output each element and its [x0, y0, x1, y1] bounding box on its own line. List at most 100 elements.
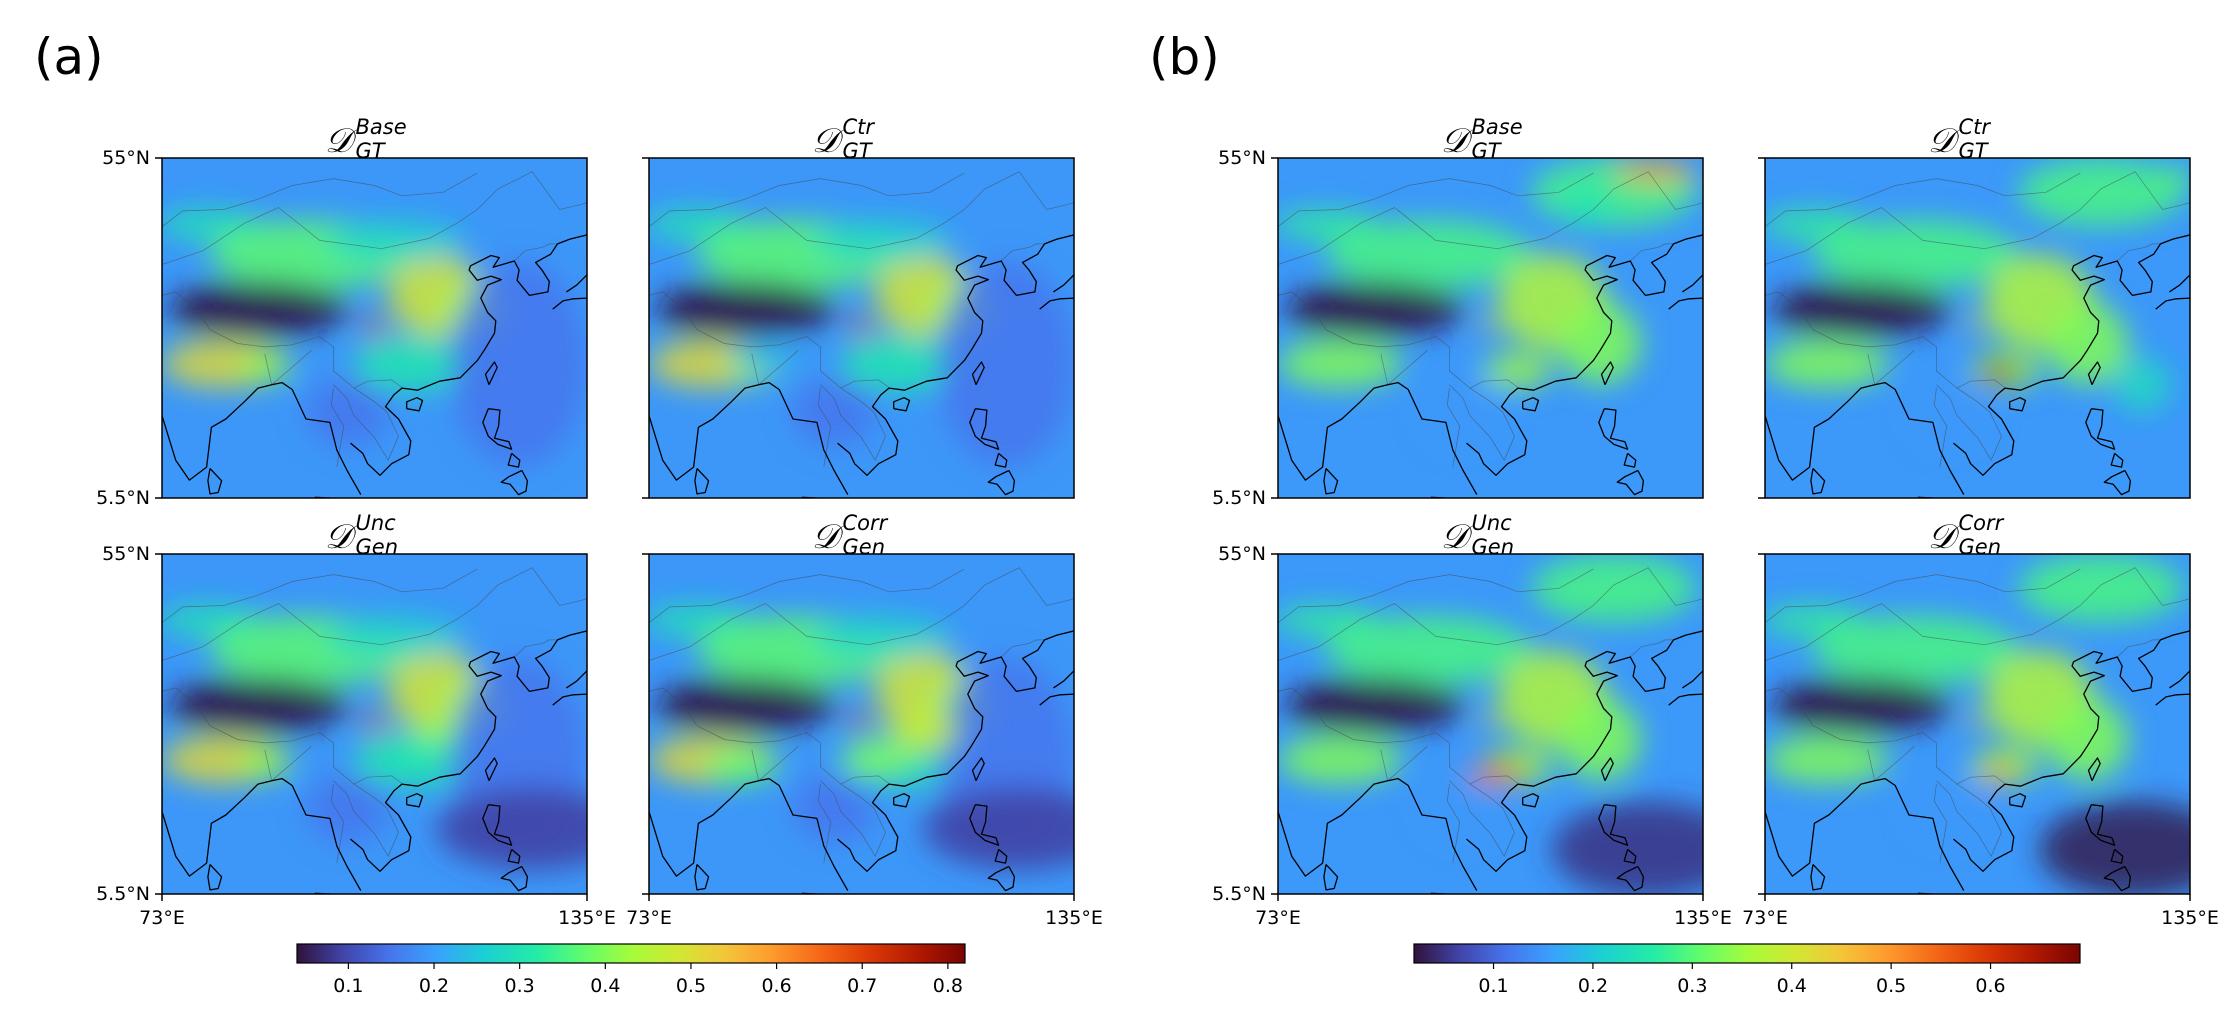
country-border — [1278, 687, 1519, 785]
colorbar: 0.1 0.2 0.3 0.4 0.5 0.6 — [1413, 943, 2081, 997]
coastline — [1682, 274, 1703, 293]
map-frame — [648, 157, 1075, 499]
country-border — [330, 388, 345, 468]
lat-label-bottom: 5.5°N — [96, 883, 150, 905]
title-superscript: Unc — [1472, 511, 1513, 535]
heatmap-field — [1278, 554, 1703, 894]
coastline — [1668, 297, 1703, 310]
panel-letter: (a) — [34, 28, 104, 86]
country-border — [2117, 243, 2161, 262]
lat-label-top: 55°N — [1218, 147, 1266, 169]
map-frame — [161, 157, 588, 499]
coastline — [1466, 234, 1703, 476]
lat-label-bottom: 5.5°N — [96, 487, 150, 509]
country-border — [1765, 171, 2190, 265]
coastline — [837, 234, 1074, 476]
lat-label-top: 55°N — [102, 543, 150, 565]
lat-label-bottom: 5.5°N — [1212, 487, 1266, 509]
panel-letter: (b) — [1149, 28, 1220, 86]
colorbar-tick-label: 0.2 — [1578, 975, 1608, 997]
coastline — [2087, 757, 2101, 781]
country-border — [649, 568, 965, 623]
colorbar-tick-label: 0.2 — [419, 975, 449, 997]
coastline — [1810, 864, 1826, 891]
country-border — [649, 567, 1074, 661]
coastline — [987, 469, 1016, 496]
country-border — [162, 687, 403, 785]
country-border — [1278, 568, 1594, 623]
lon-label-right: 135°E — [1674, 907, 1732, 929]
coastline — [162, 777, 362, 891]
coastline — [1598, 408, 1629, 450]
coastline — [2169, 670, 2190, 689]
svg-text:𝒟: 𝒟 — [1441, 121, 1474, 161]
country-border — [820, 384, 886, 461]
heatmap-field — [162, 605, 587, 870]
lon-label-left: 73°E — [626, 907, 672, 929]
map-frame — [1764, 553, 2191, 895]
coastline — [366, 497, 368, 498]
country-border — [264, 350, 312, 386]
coastline — [2085, 408, 2116, 450]
colorbar-tick-label: 0.5 — [1876, 975, 1906, 997]
heatmap-field — [162, 209, 587, 468]
coastline — [2009, 793, 2027, 808]
colorbar-tick-label: 0.6 — [761, 975, 791, 997]
coastline — [971, 361, 985, 385]
coastline — [1616, 469, 1645, 496]
coastline — [1278, 777, 1478, 891]
coastline — [1598, 804, 1629, 846]
coastline — [500, 865, 529, 892]
lon-label-left: 73°E — [139, 907, 185, 929]
coastline — [1969, 893, 1971, 894]
map-frame — [1277, 157, 1704, 499]
svg-text:𝒟: 𝒟 — [1441, 517, 1474, 557]
country-border — [1449, 780, 1515, 857]
colorbar-tick-label: 0.1 — [1478, 975, 1508, 997]
coastline — [694, 468, 710, 495]
country-border — [1765, 172, 2081, 227]
coastline — [694, 864, 710, 891]
coastline — [893, 793, 911, 808]
coastline — [969, 804, 1000, 846]
coastline — [207, 864, 223, 891]
country-border — [1001, 639, 1045, 658]
coastline — [1482, 497, 1484, 498]
coastline — [1039, 297, 1074, 310]
coastline — [2110, 848, 2124, 864]
lon-label-right: 135°E — [1045, 907, 1103, 929]
country-border — [1278, 567, 1703, 661]
coastline — [2009, 397, 2027, 412]
coastline — [994, 848, 1008, 864]
lon-label-left: 73°E — [1742, 907, 1788, 929]
coastline — [2155, 297, 2190, 310]
coastline — [2103, 469, 2132, 496]
lat-label-top: 55°N — [102, 147, 150, 169]
heatmap-field — [649, 209, 1074, 468]
title-subscript: GT — [1472, 139, 1503, 163]
coastline — [1600, 361, 1614, 385]
coastline — [552, 297, 587, 310]
country-border — [1380, 746, 1428, 782]
country-border — [330, 784, 345, 864]
coastline — [1522, 397, 1540, 412]
country-border — [333, 384, 399, 461]
coastline — [994, 452, 1008, 468]
colorbar-gradient — [296, 943, 966, 964]
country-border — [264, 746, 312, 782]
country-border — [649, 291, 890, 389]
country-border — [1630, 243, 1674, 262]
svg-text:𝒟: 𝒟 — [1928, 121, 1961, 161]
coastline — [1278, 381, 1478, 495]
coastline — [1053, 670, 1074, 689]
lon-label-right: 135°E — [558, 907, 616, 929]
